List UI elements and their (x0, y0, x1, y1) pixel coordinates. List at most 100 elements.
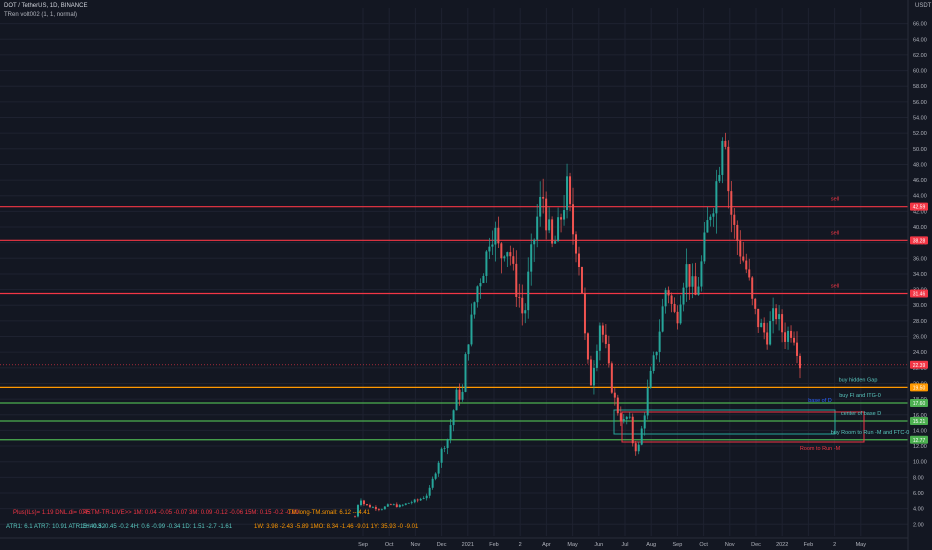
y-tick-label: 58.00 (913, 84, 927, 90)
y-tick-label: 54.00 (913, 116, 927, 122)
y-tick-label: 44.00 (913, 194, 927, 200)
y-tick-label: 24.00 (913, 350, 927, 356)
candle-body (533, 239, 536, 245)
candle-body (494, 227, 497, 245)
candle-body (542, 196, 545, 199)
price-levels (0, 206, 908, 441)
candle-body (524, 310, 527, 314)
candle-body (790, 330, 793, 338)
price-badges: 42.59 38.28 31.46 19.50 17.60 15.21 12.77 22.39 (910, 202, 928, 444)
candle-body (736, 224, 739, 241)
candle-body (497, 227, 500, 244)
level-label: buy hidden Gap (839, 377, 878, 383)
candle-body (778, 314, 781, 320)
symbol-title: DOT / TetherUS, 1D, BINANCE (4, 3, 88, 9)
price-badge (910, 202, 928, 211)
candle-body (706, 220, 709, 233)
candle-body (518, 297, 521, 298)
y-tick-label: 64.00 (913, 37, 927, 43)
candle-body (509, 252, 512, 257)
price-badge (910, 289, 928, 298)
x-tick-label: 2 (833, 542, 836, 548)
candle-body (479, 283, 482, 287)
candle-body (485, 251, 488, 276)
x-tick-label: 2021 (462, 542, 474, 548)
candle-body (482, 275, 485, 284)
price-badge-text: 17.60 (913, 401, 926, 407)
candle-body (503, 256, 506, 259)
candle-body (781, 314, 784, 333)
x-tick-label: Dec (437, 542, 447, 548)
candle-body (691, 276, 694, 287)
x-tick-label: Sep (358, 542, 368, 548)
candle-body (616, 397, 619, 414)
candle-body (368, 504, 371, 508)
candle-body (628, 416, 631, 418)
candle-body (607, 343, 610, 364)
candle-body (721, 140, 724, 175)
candle-body (769, 321, 772, 345)
candle-body (365, 504, 368, 505)
candle-body (371, 507, 374, 508)
candle-body (787, 330, 790, 342)
candle-body (527, 271, 530, 311)
candle-body (572, 204, 575, 235)
candle-body (377, 509, 380, 510)
x-tick-label: May (856, 542, 867, 548)
price-badge (910, 236, 928, 245)
y-tick-label: 26.00 (913, 335, 927, 341)
candle-body (425, 495, 428, 499)
indicator-title: TRen volt002 (1, 1, normal) (4, 12, 78, 18)
candle-body (554, 241, 557, 244)
candle-body (383, 506, 386, 510)
candle-body (464, 354, 467, 392)
candle-body (392, 504, 395, 506)
candle-body (610, 363, 613, 393)
candle-body (539, 196, 542, 217)
candle-body (727, 146, 730, 192)
x-tick-label: Apr (542, 542, 551, 548)
candle-body (356, 505, 359, 517)
candle-body (551, 219, 554, 244)
price-badge-text: 19.50 (913, 385, 926, 391)
candle-body (754, 298, 757, 309)
candle-body (446, 439, 449, 449)
x-tick-label: 2022 (776, 542, 788, 548)
candle-body (700, 261, 703, 287)
candle-body (512, 256, 515, 264)
y-tick-label: 46.00 (913, 178, 927, 184)
candle-body (476, 286, 479, 303)
candle-body (398, 504, 401, 508)
candle-body (362, 500, 365, 505)
candle-body (655, 351, 658, 356)
candle-body (566, 176, 569, 211)
candle-body (625, 416, 628, 420)
x-tick-label: Feb (804, 542, 813, 548)
y-tick-label: 4.00 (913, 507, 924, 513)
candle-body (500, 243, 503, 259)
y-tick-label: 16.00 (913, 413, 927, 419)
current-price-badge (910, 360, 928, 369)
candle-body (413, 499, 416, 503)
candle-body (742, 256, 745, 261)
candle-body (354, 516, 356, 518)
annotation-room-to-run: Room to Run -M (800, 446, 841, 452)
candle-body (419, 498, 422, 501)
candle-body (673, 303, 676, 312)
level-label: sell (831, 230, 839, 236)
candle-body (592, 367, 595, 386)
candle-body (491, 244, 494, 247)
time-axis: Sep Oct Nov Dec 2021 Feb 2 Apr May Jun Jul Aug Sep Oc… (358, 542, 866, 548)
candle-body (506, 252, 509, 257)
candle-body (757, 308, 760, 328)
indicator-text: ATR1: 6.1 ATR7: 10.91 ATR15: 40.52 (6, 524, 106, 530)
candle-body (730, 191, 733, 215)
x-tick-label: Nov (411, 542, 421, 548)
candle-body (389, 504, 392, 506)
zone-boxes (613, 409, 865, 443)
candle-body (458, 389, 461, 400)
candle-body (718, 174, 721, 182)
y-tick-label: 42.00 (913, 209, 927, 215)
y-tick-label: 66.00 (913, 22, 927, 28)
